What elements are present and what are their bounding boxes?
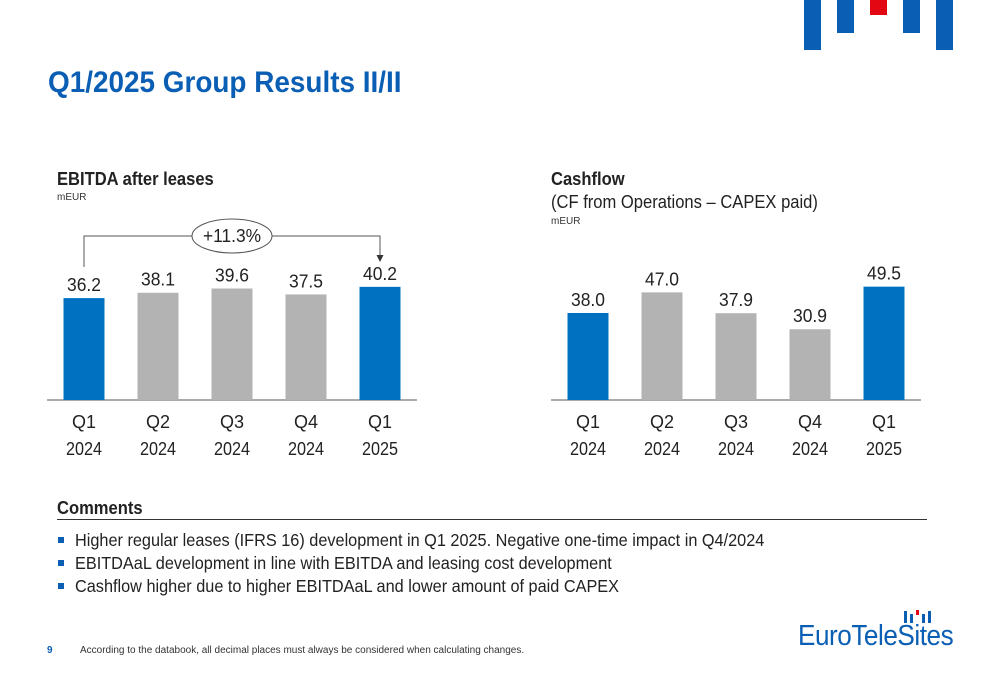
data-label: 37.5 [289, 271, 323, 291]
tick-label: Q4 [294, 412, 318, 432]
comment-item: Cashflow higher due to higher EBITDAaL a… [57, 575, 816, 598]
data-label: 38.1 [141, 270, 175, 290]
tick-label: 2024 [570, 439, 606, 459]
tick-label: Q1 [576, 412, 600, 432]
data-label: 30.9 [793, 306, 827, 326]
tick-label: Q1 [368, 412, 392, 432]
bar [641, 292, 683, 400]
footnote: According to the databook, all decimal p… [80, 645, 525, 656]
data-label: 49.5 [867, 264, 901, 284]
tick-label: Q1 [872, 412, 896, 432]
comments-heading: Comments [57, 498, 143, 518]
data-label: 36.2 [67, 275, 101, 295]
comments-divider [57, 519, 927, 520]
brand-bar-3 [903, 0, 920, 33]
chart-title-cashflow: Cashflow [551, 169, 625, 189]
tick-label: Q2 [146, 412, 170, 432]
growth-badge [191, 218, 273, 254]
bar [715, 313, 757, 400]
tick-label: 2024 [644, 439, 680, 459]
chart-title-ebitda: EBITDA after leases [57, 169, 214, 189]
bullet-icon [58, 560, 64, 566]
growth-label: +11.3% [203, 226, 261, 246]
chart-unit-ebitda: mEUR [57, 192, 87, 203]
tick-label: Q4 [798, 412, 822, 432]
brand-bar-2 [837, 0, 854, 33]
arrow-down-icon [376, 255, 384, 262]
bar [63, 298, 105, 400]
page-title: Q1/2025 Group Results II/II [48, 66, 402, 99]
brand-bar-1 [804, 0, 821, 50]
bar [211, 288, 253, 400]
comment-item: Higher regular leases (IFRS 16) developm… [57, 529, 816, 552]
brand-bar-red [870, 0, 887, 15]
company-logo: EuroTeleSites [798, 608, 958, 658]
tick-label: 2025 [362, 439, 398, 459]
tick-label: Q1 [72, 412, 96, 432]
bar [567, 312, 609, 400]
tick-label: Q3 [724, 412, 748, 432]
comment-item: EBITDAaL development in line with EBITDA… [57, 552, 816, 575]
logo-text: EuroTeleSites [798, 620, 954, 652]
tick-label: 2024 [66, 439, 102, 459]
bullet-icon [58, 537, 64, 543]
page-number: 9 [47, 645, 53, 656]
bar [137, 292, 179, 400]
bar [359, 286, 401, 400]
tick-label: 2024 [792, 439, 828, 459]
data-label: 47.0 [645, 269, 679, 289]
data-label: 40.2 [363, 264, 397, 284]
tick-label: 2024 [140, 439, 176, 459]
comments-list: Higher regular leases (IFRS 16) developm… [57, 529, 816, 598]
bar [789, 329, 831, 400]
brand-bar-4 [936, 0, 953, 50]
bar [863, 286, 905, 400]
tick-label: 2024 [288, 439, 324, 459]
tick-label: Q2 [650, 412, 674, 432]
data-label: 37.9 [719, 290, 753, 310]
bar [285, 294, 327, 400]
tick-label: 2024 [214, 439, 250, 459]
chart-subtitle-cashflow: (CF from Operations – CAPEX paid) [551, 192, 818, 212]
data-label: 39.6 [215, 266, 249, 286]
logo-bars-icon [904, 610, 931, 623]
data-label: 38.0 [571, 290, 605, 310]
bullet-icon [58, 583, 64, 589]
tick-label: 2024 [718, 439, 754, 459]
tick-label: 2025 [866, 439, 902, 459]
tick-label: Q3 [220, 412, 244, 432]
chart-unit-cashflow: mEUR [551, 216, 581, 227]
